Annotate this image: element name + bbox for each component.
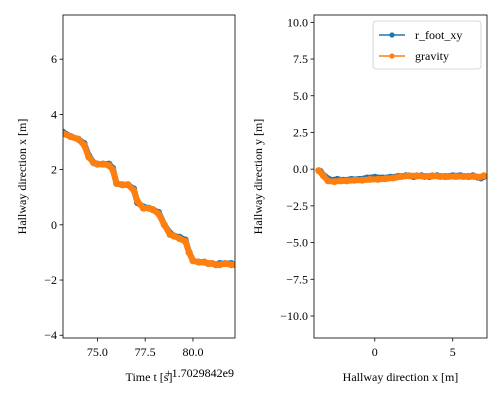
series-2-point: [80, 141, 88, 149]
series-2-point: [319, 172, 327, 180]
series-2-point: [231, 261, 235, 269]
y-axis-label: Hallway direction y [m]: [251, 119, 265, 235]
legend-label: r_foot_xy: [415, 28, 462, 42]
series-2-point: [74, 135, 82, 143]
series-2-point: [63, 130, 67, 138]
series-2-point: [374, 175, 382, 183]
series-2-point: [444, 173, 452, 180]
y-tick-label: −2.5: [286, 199, 308, 213]
series-2-point: [185, 248, 193, 256]
series-2-point: [480, 172, 487, 180]
y-tick-label: 0: [51, 218, 57, 232]
series-2-point: [195, 258, 203, 266]
series-2-line: [63, 130, 235, 268]
series-2-point: [130, 186, 138, 194]
y-tick-label: 6: [51, 52, 57, 66]
series-2-point: [113, 179, 120, 187]
series-2-point: [189, 257, 197, 265]
plot-area: [63, 128, 235, 269]
series-2-point: [452, 173, 460, 180]
series-2-point: [170, 232, 178, 240]
series-2-point: [397, 173, 405, 180]
series-2-point: [366, 175, 374, 183]
y-tick-label: 0.0: [293, 162, 308, 176]
series-2-point: [405, 172, 413, 180]
chart-2: 0 5 −10.0 −7.5 −5.0 −2.5 0.0 2.5 5.0 7.5 10.0 Hallw…: [251, 14, 488, 384]
series-2-point: [149, 206, 157, 214]
y-axis-label: Hallway direction x [m]: [15, 119, 29, 235]
series-2-point: [181, 237, 189, 245]
y-tick-label: 2.5: [293, 125, 308, 139]
series-2-point: [330, 178, 338, 186]
y-tick-label: −10.0: [280, 309, 308, 323]
series-2-point: [390, 174, 397, 182]
series-2-point: [382, 175, 390, 183]
x-axis-label: Time t [s]: [126, 370, 173, 384]
y-tick-label: −7.5: [286, 272, 308, 286]
series-2-point: [315, 167, 323, 175]
series-2-point: [343, 177, 351, 185]
series-2-point: [460, 173, 468, 180]
plot-area: [315, 167, 487, 186]
series-2-point: [124, 181, 132, 189]
series-2-point: [109, 166, 117, 174]
y-tick-label: 4: [51, 107, 57, 121]
x-tick-label: 77.5: [135, 345, 156, 359]
y-tick-label: 10.0: [287, 15, 308, 29]
series-2-point: [324, 177, 332, 185]
series-2-point: [221, 260, 229, 267]
legend-swatch-marker: [389, 32, 395, 38]
x-tick-label: 5: [450, 345, 456, 359]
series-2-point: [337, 177, 344, 185]
series-2-point: [176, 235, 184, 243]
series-2-point: [134, 197, 141, 205]
series-2-point: [85, 153, 93, 161]
y-tick-label: 2: [51, 163, 57, 177]
legend-swatch-marker: [389, 53, 395, 59]
legend-box: [372, 20, 482, 70]
y-tick-label: −5.0: [286, 236, 308, 250]
y-tick-label: 5.0: [293, 89, 308, 103]
series-2-point: [99, 160, 107, 168]
y-tick-label: −4: [44, 328, 57, 342]
series-2-point: [351, 176, 358, 184]
x-tick-label: 80.0: [182, 345, 203, 359]
series-2-point: [216, 261, 224, 269]
axes-frame: [62, 14, 236, 339]
series-2-point: [155, 210, 163, 218]
y-tick-label: 7.5: [293, 52, 308, 66]
y-tick-label: −2: [44, 273, 57, 287]
chart-1: 75.0 77.5 80.0 −4 −2 0 2 4 6 Time t [s] Hallway di…: [15, 14, 236, 384]
series-2-point: [93, 160, 101, 168]
x-tick-label: 0: [372, 345, 378, 359]
series-2-point: [67, 133, 75, 140]
series-2-point: [160, 221, 168, 229]
series-2-point: [429, 172, 436, 180]
series-2-point: [118, 181, 126, 189]
series-2-point: [421, 173, 429, 180]
x-tick-label: 75.0: [87, 345, 108, 359]
series-2-point: [358, 176, 366, 184]
series-2-point: [139, 204, 147, 212]
x-offset-text: +1.7029842e9: [165, 366, 234, 380]
axes-frame: [313, 14, 488, 339]
series-2-point: [413, 172, 421, 180]
legend-label: gravity: [415, 49, 449, 63]
series-2-point: [436, 173, 444, 180]
x-axis-label: Hallway direction x [m]: [343, 370, 459, 384]
